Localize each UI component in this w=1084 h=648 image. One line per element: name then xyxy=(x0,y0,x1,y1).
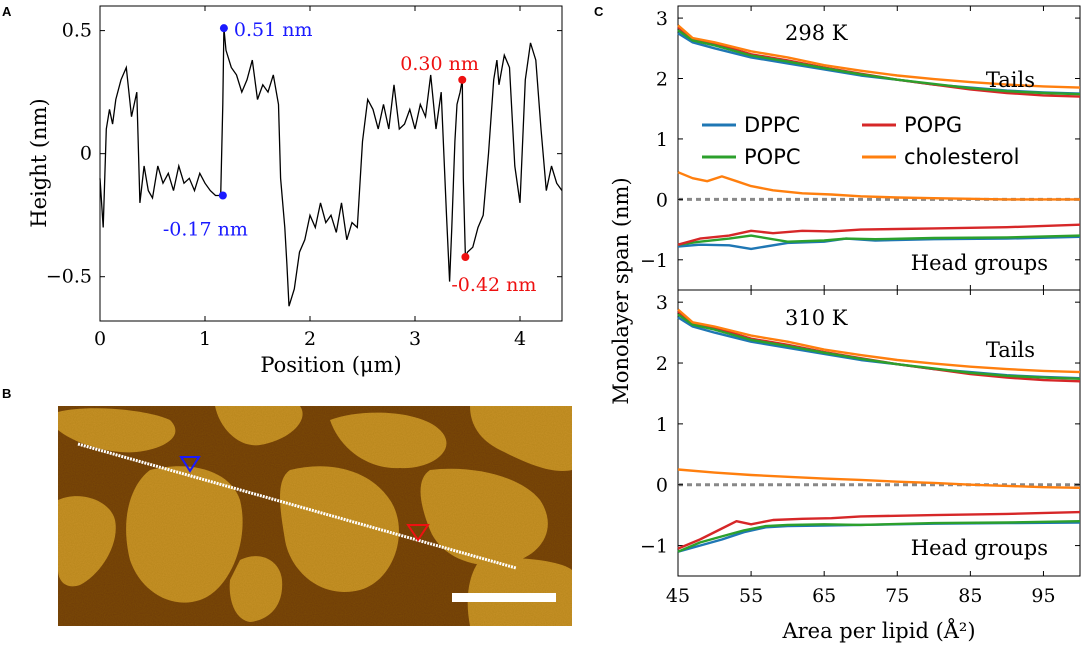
x-tick-label: 95 xyxy=(1031,585,1055,607)
blue-marker-triangle xyxy=(179,456,201,473)
panel-letter-a: A xyxy=(2,4,12,19)
legend-label-cholesterol: cholesterol xyxy=(904,145,1019,169)
label-head-groups-310k: Head groups xyxy=(911,536,1048,560)
panel-c-298k-plot: −1 0 1 2 3 xyxy=(640,8,1081,272)
panel-c-bottom-frame xyxy=(677,289,1081,577)
panel-c-x-ticks: 45 55 65 75 85 95 xyxy=(666,6,1056,607)
series-line-popc-tails xyxy=(677,29,1081,96)
y-tick-label: −0.5 xyxy=(46,266,92,288)
legend-label-popg: POPG xyxy=(904,113,962,137)
x-tick-label: 65 xyxy=(812,585,836,607)
panel-letter-c: C xyxy=(594,4,604,19)
series-line-popc-tails xyxy=(677,313,1081,380)
legend-label-dppc: DPPC xyxy=(744,113,800,137)
panel-a-y-axis-label: Height (nm) xyxy=(27,98,51,227)
label-tails-310k: Tails xyxy=(986,338,1035,362)
series-line-popg-heads xyxy=(677,223,1081,246)
y-tick-label: −1 xyxy=(640,250,668,272)
panel-letter-b: B xyxy=(2,386,11,401)
panel-a-ticks: 0 1 2 3 4 −0.5 0 0.5 xyxy=(46,6,562,350)
scale-bar xyxy=(452,593,556,602)
annotation-marker xyxy=(219,24,228,33)
panel-c-y-axis-label: Monolayer span (nm) xyxy=(609,177,633,404)
series-line-cholesterol-tails xyxy=(677,308,1081,374)
series-line-popc-heads xyxy=(677,520,1081,553)
annotation-marker xyxy=(458,75,467,84)
panel-c-310k-plot: −1 0 1 2 3 xyxy=(640,292,1081,558)
title-310k: 310 K xyxy=(785,306,848,330)
y-tick-label: −1 xyxy=(640,536,668,558)
y-tick-label: 3 xyxy=(656,292,668,314)
annotation-marker xyxy=(461,253,470,262)
label-head-groups-298k: Head groups xyxy=(911,251,1048,275)
panel-c-x-axis-label: Area per lipid (Å²) xyxy=(781,618,975,643)
red-marker-triangle xyxy=(406,524,430,542)
panel-a-x-axis-label: Position (μm) xyxy=(260,353,401,377)
legend-label-popc: POPC xyxy=(744,145,801,169)
series-line-popg-heads xyxy=(677,510,1081,550)
x-tick-label: 4 xyxy=(514,328,526,350)
y-tick-label: 2 xyxy=(656,353,668,375)
legend: DPPC POPG POPC cholesterol xyxy=(702,113,1019,169)
y-tick-label: 1 xyxy=(656,129,668,151)
annotation-label: -0.17 nm xyxy=(163,218,248,240)
panel-a-height-profile: 0 1 2 3 4 −0.5 0 0.5 0.51 nm -0.17 nm 0.30 nm -0.4… xyxy=(27,5,563,377)
series-line-cholesterol-middle xyxy=(677,171,1080,201)
height-profile-line xyxy=(99,28,563,307)
x-tick-label: 0 xyxy=(94,328,106,350)
panel-a-frame xyxy=(99,5,563,322)
series-line-popc-heads xyxy=(677,234,1081,246)
afm-texture xyxy=(58,406,572,626)
y-tick-label: 1 xyxy=(656,414,668,436)
x-tick-label: 75 xyxy=(885,585,909,607)
x-tick-label: 3 xyxy=(409,328,421,350)
annotation-label: -0.42 nm xyxy=(451,274,536,296)
y-tick-label: 0.5 xyxy=(62,20,92,42)
y-tick-label: 0 xyxy=(656,189,668,211)
panel-c-monolayer-span: −1 0 1 2 3 −1 0 1 2 3 45 55 65 75 85 95 298 K 310 K T… xyxy=(609,5,1081,643)
x-tick-label: 1 xyxy=(199,328,211,350)
panel-a-annotations: 0.51 nm -0.17 nm 0.30 nm -0.42 nm xyxy=(163,19,537,296)
y-tick-label: 3 xyxy=(656,8,668,30)
x-tick-label: 45 xyxy=(666,585,690,607)
annotation-label: 0.30 nm xyxy=(400,53,479,75)
series-line-cholesterol-tails xyxy=(677,24,1081,89)
series-line-cholesterol-middle xyxy=(677,468,1081,489)
profile-line xyxy=(77,442,517,570)
label-tails-298k: Tails xyxy=(986,68,1035,92)
annotation-marker xyxy=(218,191,227,200)
annotation-label: 0.51 nm xyxy=(234,19,313,41)
x-tick-label: 55 xyxy=(739,585,763,607)
y-tick-label: 2 xyxy=(656,69,668,91)
x-tick-label: 2 xyxy=(304,328,316,350)
y-tick-label: 0 xyxy=(656,475,668,497)
afm-image xyxy=(58,406,572,626)
title-298k: 298 K xyxy=(785,21,848,45)
x-tick-label: 85 xyxy=(958,585,982,607)
y-tick-label: 0 xyxy=(80,143,92,165)
